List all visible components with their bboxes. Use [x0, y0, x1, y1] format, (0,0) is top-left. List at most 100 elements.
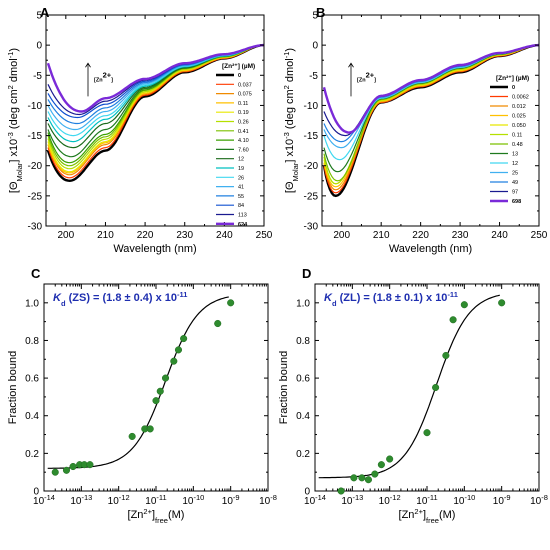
x-tick-label: 250 — [256, 230, 273, 241]
legend-entry: 0.41 — [238, 129, 249, 135]
data-point — [174, 346, 183, 354]
x-tick-label: 250 — [531, 230, 548, 241]
arrow-icon — [348, 62, 354, 68]
x-tick-label: 10-10 — [182, 493, 204, 508]
panel-letter: C — [31, 266, 41, 281]
data-point — [69, 462, 77, 471]
y-tick-label: -5 — [309, 71, 318, 82]
x-tick-label: 210 — [97, 230, 114, 241]
x-tick-label: 220 — [412, 230, 429, 241]
x-axis-label: Wavelength (nm) — [389, 243, 472, 255]
data-point — [170, 357, 178, 365]
series-line — [47, 44, 265, 149]
legend-entry: 0.19 — [238, 110, 249, 116]
legend-entry: 26 — [238, 175, 244, 181]
legend-entry: 0 — [238, 73, 241, 79]
arrow-icon — [85, 62, 91, 68]
x-tick-label: 220 — [137, 230, 154, 241]
y-tick-label: -15 — [304, 131, 319, 142]
legend-entry: 698 — [512, 199, 521, 205]
data-point — [152, 397, 160, 405]
legend-title: [Zn²⁺] (µM) — [496, 75, 529, 82]
panel-d: D 10-14 10-13 10-12 10-11 10-10 10-9 10-8 0 0.2 0.… — [278, 266, 548, 525]
legend-entry: 25 — [512, 171, 518, 177]
data-point — [350, 474, 358, 482]
data-point — [442, 351, 450, 360]
y-tick-label: -20 — [28, 161, 43, 172]
legend-entry: 624 — [238, 222, 248, 228]
legend-entry: 13 — [512, 152, 518, 158]
x-tick-label: 240 — [491, 230, 508, 241]
legend-entry: 49 — [512, 180, 518, 186]
legend-entry: 4.10 — [238, 138, 249, 144]
data-point — [432, 383, 440, 392]
plot-frame — [314, 283, 540, 492]
y-tick-label: -5 — [33, 71, 42, 82]
data-point — [364, 476, 372, 484]
x-tick-label: 10-14 — [304, 493, 326, 508]
y-tick-label: -30 — [304, 222, 319, 233]
legend-entry: 41 — [238, 185, 244, 191]
panel-letter: A — [40, 5, 50, 20]
x-tick-label: 10-9 — [222, 493, 240, 508]
series-line — [323, 44, 540, 137]
legend-entry: 0.48 — [512, 142, 523, 148]
data-point — [371, 470, 379, 478]
y-tick-label: -10 — [304, 101, 319, 112]
y-tick-label: 0.6 — [296, 374, 310, 385]
x-axis-label: [Zn2+]free(M) — [128, 507, 185, 525]
x-tick-label: 10-8 — [530, 493, 548, 508]
legend-title: [Zn²⁺] (µM) — [222, 63, 255, 70]
data-point — [146, 425, 154, 433]
y-tick-label: -25 — [28, 191, 43, 202]
x-tick-label: 10-12 — [379, 493, 401, 508]
y-tick-label: 0 — [304, 487, 310, 498]
x-tick-label: 10-14 — [33, 493, 55, 508]
legend-entry: 0.26 — [238, 120, 249, 126]
y-tick-label: 1.0 — [296, 298, 310, 309]
data-point — [161, 374, 170, 382]
y-tick-label: 0 — [33, 487, 39, 498]
legend-entry: 19 — [238, 166, 244, 172]
y-tick-label: -25 — [304, 191, 319, 202]
y-tick-label: 0 — [36, 41, 42, 52]
data-point — [62, 466, 71, 474]
y-tick-label: 0 — [312, 41, 318, 52]
x-tick-label: 200 — [57, 230, 74, 241]
data-point — [449, 316, 457, 324]
legend-entry: 0.012 — [512, 104, 526, 110]
plot-frame — [43, 283, 269, 492]
data-point — [460, 301, 468, 309]
y-axis-label: [ΘMolar] x10-3 (deg cm2 dmol-1) — [282, 48, 300, 193]
panel-a: A 200 210 220 230 240 250 -30 -25 -20 -15 -10 -5 0 5 Wa… — [6, 5, 273, 255]
x-tick-label: 10-11 — [145, 493, 166, 508]
legend-entry: 0.050 — [512, 123, 526, 129]
y-tick-label: 0.8 — [25, 336, 39, 347]
series-line — [322, 43, 540, 198]
data-point — [86, 461, 94, 469]
legend-entry: 0.037 — [238, 82, 252, 88]
data-point — [51, 468, 59, 476]
x-tick-label: 200 — [333, 230, 350, 241]
arrow-label: [Zn2+] — [94, 70, 113, 84]
data-point — [423, 429, 431, 437]
y-tick-label: 0.8 — [296, 336, 310, 347]
x-tick-label: 10-8 — [259, 493, 277, 508]
data-point — [337, 487, 345, 495]
legend-entry: 12 — [512, 161, 518, 167]
x-tick-label: 230 — [452, 230, 469, 241]
panel-c: C 10-14 10-13 10-12 10-11 10-10 10-9 10-8 0 0.2 0.… — [7, 266, 277, 525]
y-tick-label: 0.6 — [25, 374, 39, 385]
panel-letter: B — [316, 5, 325, 20]
panel-letter: D — [302, 266, 311, 281]
x-tick-label: 230 — [176, 230, 193, 241]
x-axis-label: Wavelength (nm) — [113, 243, 196, 255]
legend-entry: 97 — [512, 190, 518, 196]
y-axis-label: Fraction bound — [278, 351, 290, 424]
series-line — [322, 43, 540, 134]
y-tick-label: 5 — [312, 11, 318, 22]
y-tick-label: 0.2 — [25, 449, 39, 460]
data-point — [180, 335, 188, 343]
arrow-label: [Zn2+] — [357, 70, 376, 84]
legend-entry: 113 — [238, 213, 247, 219]
